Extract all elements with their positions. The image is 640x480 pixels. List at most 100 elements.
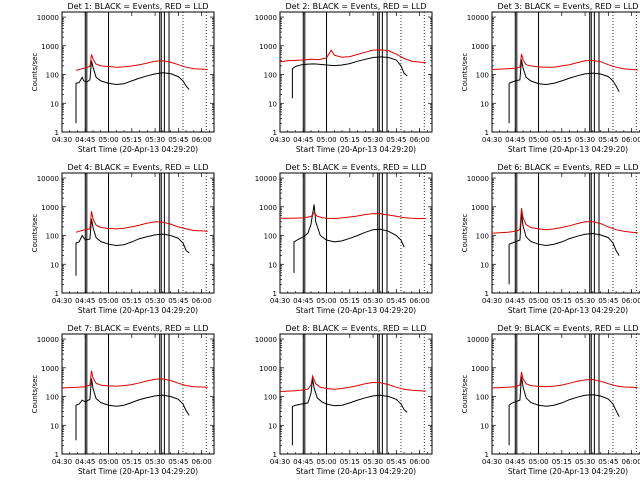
x-tick-label: 05:30 (363, 297, 383, 305)
y-tick-label: 1 (55, 290, 59, 298)
x-tick-label: 05:00 (316, 297, 336, 305)
y-tick-label: 1 (485, 129, 489, 137)
x-tick-label: 04:45 (293, 297, 313, 305)
series-lld-line (75, 54, 208, 71)
x-tick-label: 04:45 (505, 458, 525, 466)
x-tick-label: 05:15 (122, 136, 142, 144)
y-axis-label: Counts/sec (461, 375, 469, 414)
x-tick-label: 05:30 (575, 136, 595, 144)
series-lld-line (491, 53, 638, 71)
x-axis-label: Start Time (20-Apr-13 04:29:20) (508, 306, 628, 315)
x-tick-label: 04:45 (293, 136, 313, 144)
y-tick-label: 100 (476, 394, 489, 402)
x-tick-label: 05:45 (168, 458, 188, 466)
series-events-line (508, 213, 620, 285)
detector-panel-8: Det 8: BLACK = Events, RED = LLD 1 10 100 10… (255, 324, 433, 476)
y-tick-label: 10000 (255, 14, 277, 22)
x-tick-label: 05:45 (598, 136, 618, 144)
x-axis-label: Start Time (20-Apr-13 04:29:20) (508, 467, 628, 476)
x-tick-label: 05:30 (363, 136, 383, 144)
y-tick-label: 100 (476, 233, 489, 241)
y-tick-label: 1 (485, 290, 489, 298)
y-tick-label: 10 (480, 100, 489, 108)
x-tick-label: 05:15 (122, 297, 142, 305)
series-events-line (75, 218, 190, 276)
y-tick-label: 1000 (259, 365, 277, 373)
plot-frame (491, 333, 640, 455)
y-tick-label: 1000 (471, 365, 489, 373)
y-tick-label: 1000 (471, 204, 489, 212)
plot-frame (61, 333, 215, 455)
y-tick-label: 1000 (41, 43, 59, 51)
series-lld-line (280, 212, 426, 220)
series-events-line (293, 204, 405, 273)
y-tick-label: 1000 (471, 43, 489, 51)
x-tick-label: 06:00 (191, 297, 211, 305)
panel-title: Det 7: BLACK = Events, RED = LLD (68, 324, 209, 333)
x-tick-label: 05:45 (598, 458, 618, 466)
series-lld-line (491, 371, 638, 389)
x-tick-label: 05:45 (386, 136, 406, 144)
y-tick-label: 1000 (41, 204, 59, 212)
y-axis-label: Counts/sec (461, 214, 469, 253)
x-axis-label: Start Time (20-Apr-13 04:29:20) (296, 306, 416, 315)
y-tick-label: 10000 (37, 175, 59, 183)
x-tick-label: 06:00 (409, 458, 429, 466)
y-tick-label: 10 (268, 261, 277, 269)
series-lld-line (279, 374, 426, 392)
x-tick-label: 04:45 (505, 297, 525, 305)
x-tick-label: 05:00 (528, 297, 548, 305)
panel-title: Det 1: BLACK = Events, RED = LLD (68, 2, 209, 11)
panel-title: Det 3: BLACK = Events, RED = LLD (498, 2, 639, 11)
y-tick-label: 10 (50, 100, 59, 108)
x-tick-label: 06:00 (621, 297, 640, 305)
x-tick-label: 05:00 (528, 458, 548, 466)
plot-frame (491, 11, 640, 133)
detector-panel-7: Det 7: BLACK = Events, RED = LLD 1 10 100 10… (31, 324, 215, 476)
y-axis-label: Counts/sec (31, 375, 39, 414)
series-lld-line (491, 208, 638, 234)
x-tick-label: 05:30 (363, 458, 383, 466)
x-tick-label: 05:45 (598, 297, 618, 305)
y-tick-label: 100 (46, 72, 59, 80)
x-tick-label: 05:45 (168, 297, 188, 305)
y-tick-label: 10 (50, 422, 59, 430)
x-tick-label: 05:45 (168, 136, 188, 144)
y-tick-label: 100 (46, 233, 59, 241)
y-tick-label: 1 (55, 129, 59, 137)
x-tick-label: 05:45 (386, 458, 406, 466)
x-tick-label: 05:00 (528, 136, 548, 144)
x-tick-label: 05:30 (575, 458, 595, 466)
x-axis-label: Start Time (20-Apr-13 04:29:20) (78, 306, 198, 315)
y-tick-label: 100 (46, 394, 59, 402)
y-tick-label: 10000 (37, 14, 59, 22)
x-tick-label: 05:00 (316, 136, 336, 144)
x-tick-label: 04:30 (52, 136, 72, 144)
x-tick-label: 04:45 (75, 136, 95, 144)
y-tick-label: 100 (264, 394, 277, 402)
x-tick-label: 05:30 (145, 136, 165, 144)
x-tick-label: 06:00 (409, 136, 429, 144)
x-tick-label: 05:30 (145, 458, 165, 466)
x-tick-label: 05:00 (98, 297, 118, 305)
y-axis-label: Counts/sec (461, 53, 469, 92)
y-tick-label: 10 (268, 100, 277, 108)
series-events-line (291, 378, 408, 446)
series-events-line (75, 60, 190, 124)
detector-panel-4: Det 4: BLACK = Events, RED = LLD 1 10 100 10… (31, 163, 215, 315)
x-tick-label: 04:45 (505, 136, 525, 144)
y-tick-label: 10000 (255, 175, 277, 183)
x-tick-label: 05:15 (340, 297, 360, 305)
x-tick-label: 04:30 (270, 297, 290, 305)
y-tick-label: 1 (485, 451, 489, 459)
x-tick-label: 05:15 (552, 458, 572, 466)
detector-panel-3: Det 3: BLACK = Events, RED = LLD 1 10 100 10… (461, 2, 640, 154)
x-tick-label: 04:30 (52, 458, 72, 466)
x-tick-label: 06:00 (621, 136, 640, 144)
y-tick-label: 1000 (259, 204, 277, 212)
panel-title: Det 6: BLACK = Events, RED = LLD (498, 163, 639, 172)
plot-frame (61, 172, 215, 294)
x-axis-label: Start Time (20-Apr-13 04:29:20) (296, 145, 416, 154)
x-axis-label: Start Time (20-Apr-13 04:29:20) (296, 467, 416, 476)
